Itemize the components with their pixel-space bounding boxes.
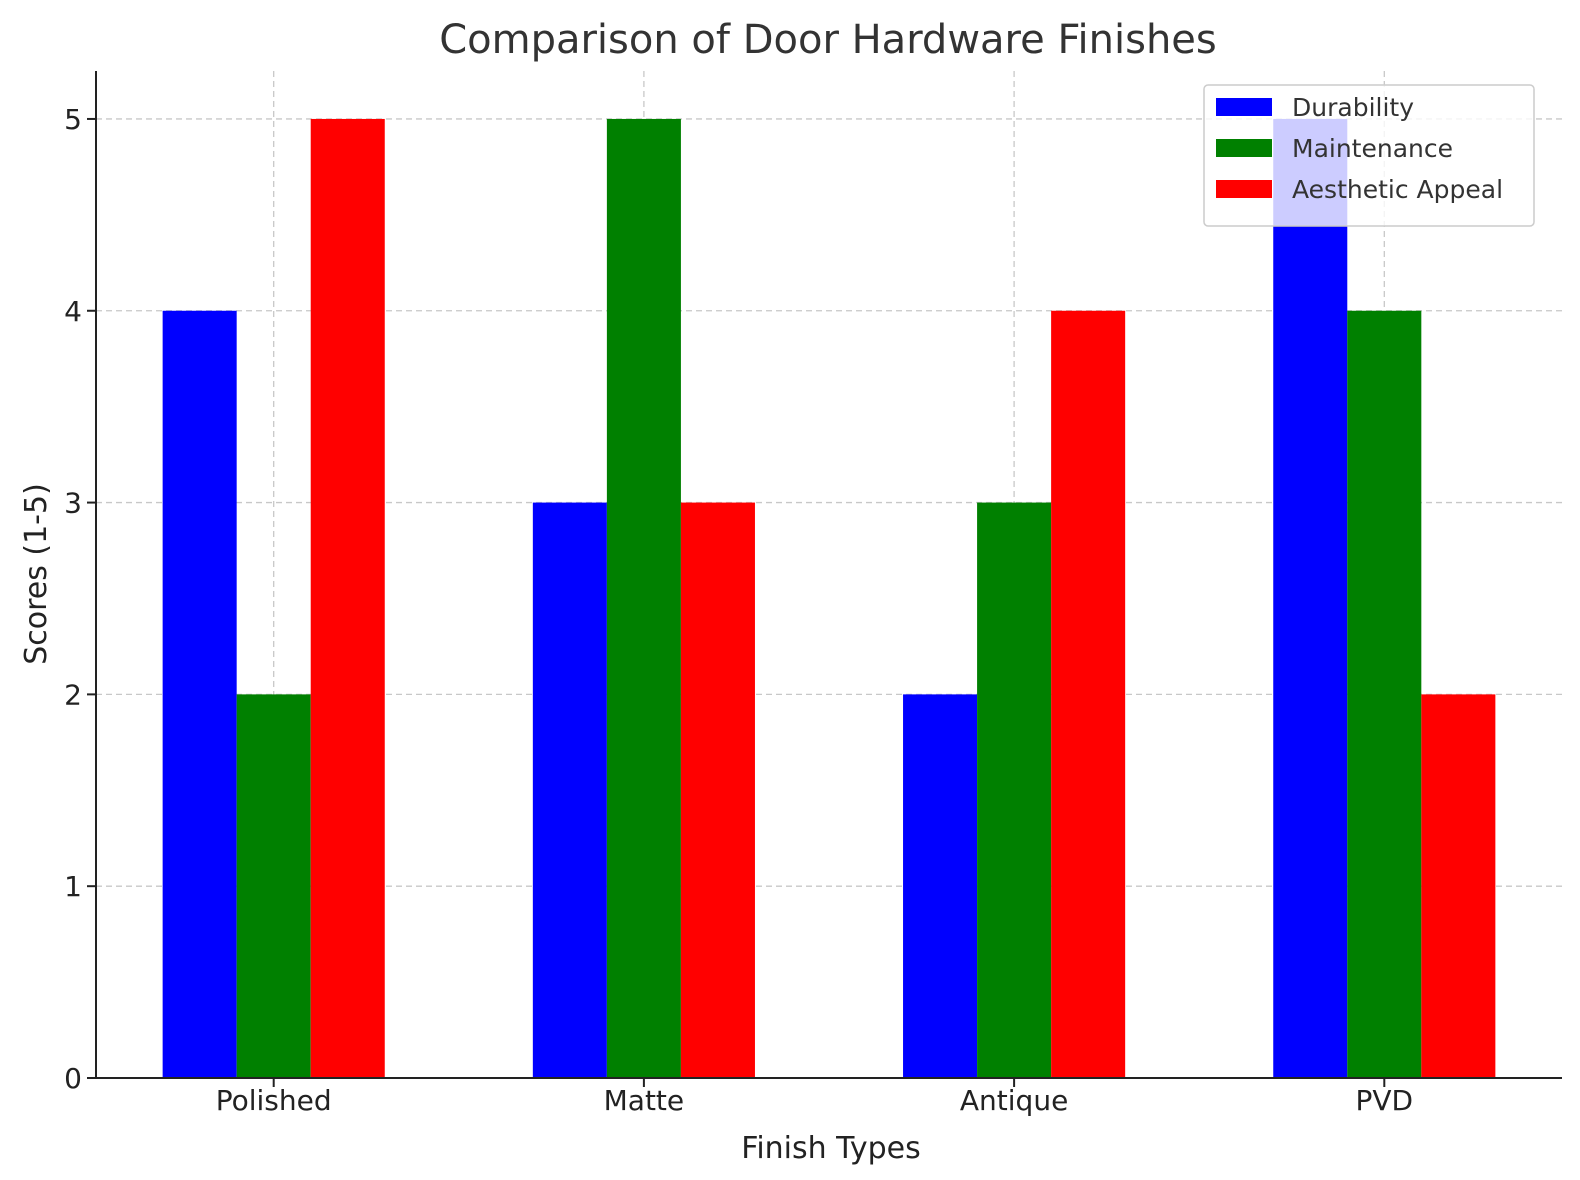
y-tick-label: 2: [64, 678, 82, 711]
bars: [162, 118, 1496, 1079]
legend-swatch: [1216, 98, 1272, 116]
y-tick-label: 1: [64, 870, 82, 903]
bar-maintenance-polished: [236, 694, 311, 1078]
y-tick-label: 4: [64, 295, 82, 328]
bar-durability-matte: [532, 502, 607, 1079]
y-tick-label: 5: [64, 103, 82, 136]
x-ticks: Polished Matte Antique PVD: [216, 1078, 1413, 1117]
y-tick-label: 0: [64, 1062, 82, 1095]
bar-durability-polished: [162, 310, 237, 1078]
bar-aesthetic-appeal-matte: [680, 502, 755, 1079]
x-tick-label: Polished: [216, 1084, 332, 1117]
x-tick-label: Matte: [604, 1084, 685, 1117]
bar-aesthetic-appeal-antique: [1051, 310, 1126, 1078]
bar-maintenance-antique: [977, 502, 1052, 1079]
chart-title: Comparison of Door Hardware Finishes: [439, 17, 1217, 63]
legend-swatch: [1216, 139, 1272, 157]
legend-label: Aesthetic Appeal: [1292, 175, 1503, 204]
bar-aesthetic-appeal-pvd: [1421, 694, 1496, 1078]
bar-maintenance-matte: [606, 118, 681, 1078]
bar-maintenance-pvd: [1347, 310, 1422, 1078]
legend-label: Maintenance: [1292, 134, 1453, 163]
y-ticks: 0 1 2 3 4 5: [64, 103, 96, 1095]
legend-label: Durability: [1292, 93, 1414, 122]
legend-box: [1203, 84, 1535, 227]
bar-durability-pvd: [1273, 118, 1348, 1078]
x-tick-label: PVD: [1355, 1084, 1413, 1117]
x-tick-label: Antique: [960, 1084, 1068, 1117]
x-axis-label: Finish Types: [741, 1131, 920, 1166]
legend: Durability Maintenance Aesthetic Appeal: [1203, 84, 1535, 227]
bar-durability-antique: [903, 694, 978, 1078]
legend-swatch: [1216, 180, 1272, 198]
bar-aesthetic-appeal-polished: [310, 118, 385, 1078]
y-tick-label: 3: [64, 487, 82, 520]
y-axis-label: Scores (1-5): [19, 483, 54, 665]
